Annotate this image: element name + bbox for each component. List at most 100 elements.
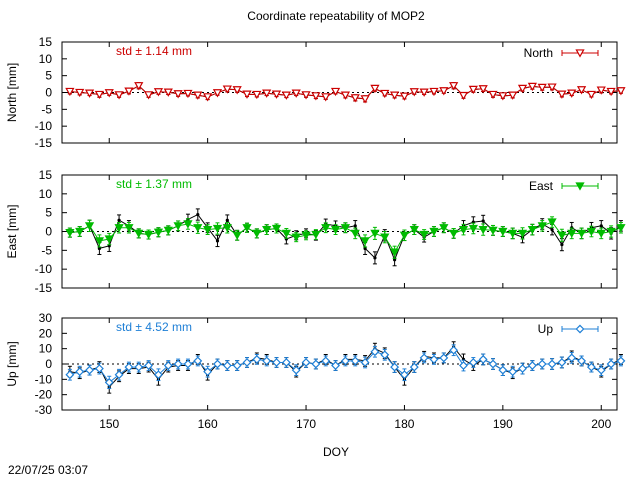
data-point [134,82,144,91]
data-point [84,89,95,98]
data-point [419,353,429,363]
data-point [65,87,75,97]
data-point [281,91,291,100]
data-point [94,364,104,374]
data-point [596,365,606,375]
data-point [173,222,183,231]
data-point [596,86,606,95]
data-point [163,88,173,97]
data-point [370,84,380,94]
data-point [576,229,587,239]
data-point [360,237,370,246]
data-point [527,82,537,92]
data-point [193,356,203,366]
x-tick-label: 160 [198,417,218,431]
data-point [439,87,449,96]
data-point [449,82,459,91]
data-point [183,359,193,369]
data-point [104,89,114,98]
data-point [527,225,537,235]
data-point [203,225,213,235]
x-axis-label: DOY [323,445,349,459]
data-point [114,370,124,380]
data-point [94,90,105,100]
data-point [242,358,252,367]
y-tick-label: -15 [35,281,53,295]
data-point [498,227,508,237]
y-tick-label: 15 [39,168,53,182]
y-axis-label: North [mm] [5,63,19,122]
data-point [262,356,272,366]
y-tick-label: 0 [45,86,52,100]
data-point [488,359,498,369]
data-point [85,365,95,375]
data-point [586,362,596,372]
legend-marker [575,324,585,334]
data-point [262,225,272,235]
x-tick-label: 170 [296,417,316,431]
series-line [69,346,622,388]
data-point [586,227,597,237]
data-point [557,358,567,367]
data-point [547,218,557,227]
data-point [606,359,616,369]
data-point [124,362,134,372]
legend-marker [575,182,585,191]
data-point [498,92,508,101]
data-point [353,224,357,228]
data-point [143,230,154,240]
data-point [203,93,213,102]
data-point [560,243,564,247]
data-point [537,359,547,369]
data-point [439,353,449,363]
data-point [340,91,351,100]
std-annotation: std ± 1.14 mm [116,44,192,58]
panel-north: -15 -10 -5 0 5 10 15 North [mm] std ± 1.14 mm Nor… [5,35,626,150]
data-point [557,231,567,240]
data-point [537,222,547,231]
data-point [567,353,577,363]
data-point [360,95,370,104]
data-point [311,230,321,240]
y-tick-label: -5 [41,243,52,257]
data-point [478,85,488,94]
data-point [196,212,200,217]
data-point [419,230,429,240]
series-line [69,213,622,262]
data-point [616,356,626,366]
data-point [419,88,429,97]
data-point [468,224,478,234]
data-point [547,83,557,92]
data-point [75,367,85,377]
data-point [517,229,528,239]
data-point [606,227,616,237]
data-point [508,229,518,239]
series-north [65,82,626,104]
data-point [232,86,242,95]
y-tick-label: 10 [39,342,53,356]
data-point [222,361,232,370]
data-point [104,235,114,244]
data-point [153,228,164,237]
data-point [478,225,488,235]
data-point [616,224,626,233]
data-point [330,225,341,235]
data-point [232,361,242,370]
data-point [488,226,498,236]
y-tick-label: -5 [41,102,52,116]
data-point [153,370,163,380]
data-point [517,84,528,94]
x-tick-label: 190 [493,417,513,431]
data-point [370,347,380,357]
data-point [65,228,75,238]
data-point [389,248,400,257]
data-point [84,222,95,231]
panels: -15 -10 -5 0 5 10 15 North [mm] std ± 1.14 mm Nor… [5,35,626,431]
data-point [439,224,449,233]
y-tick-label: -30 [35,403,53,417]
data-point [399,231,410,240]
data-point [599,224,603,228]
data-point [458,91,469,101]
data-point [75,88,85,98]
